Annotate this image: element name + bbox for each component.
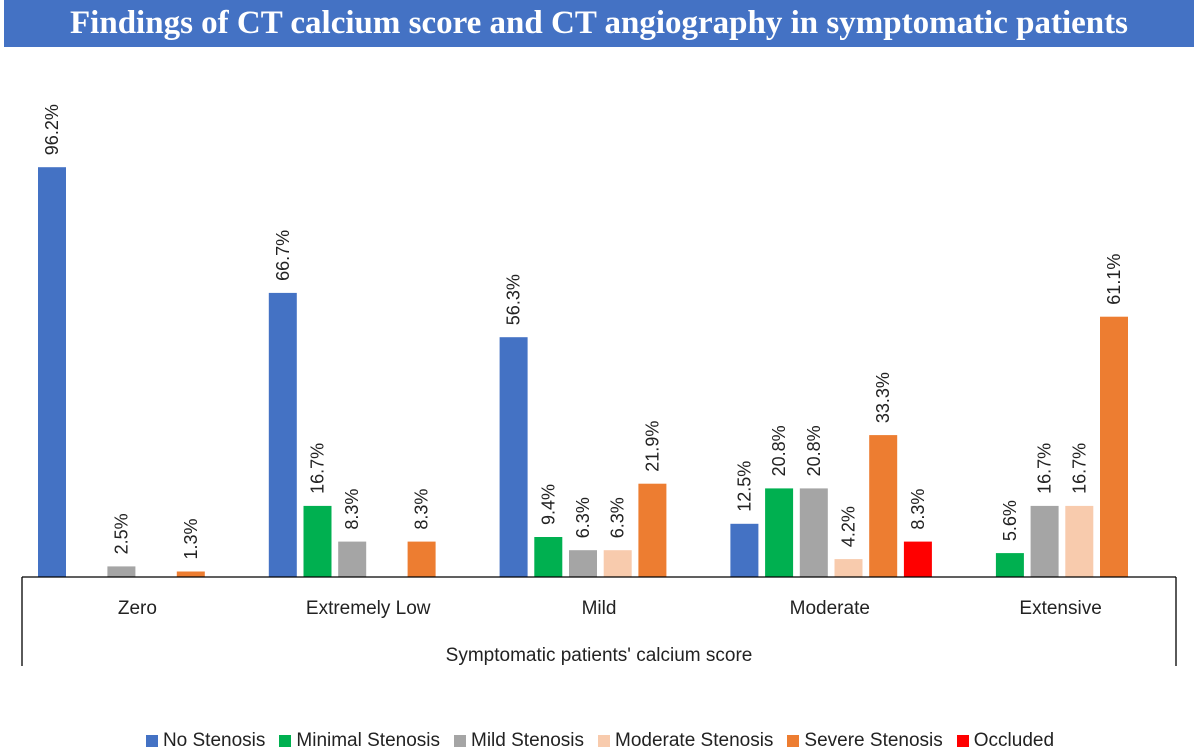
legend-swatch [279,735,292,747]
x-tick-label-mild: Mild [582,598,617,619]
data-label-extremely-low-severe-stenosis: 8.3% [412,489,432,530]
x-tick-label-extensive: Extensive [1019,598,1101,619]
data-label-mild-mild-stenosis: 6.3% [573,497,593,538]
bar-mild-no-stenosis [499,337,528,577]
x-axis-title: Symptomatic patients' calcium score [446,645,753,666]
legend: No Stenosis Minimal Stenosis Mild Stenosis… [0,728,1200,754]
data-label-mild-severe-stenosis: 21.9% [642,421,662,472]
bar-extensive-minimal-stenosis [995,553,1024,577]
bar-moderate-mild-stenosis [799,488,828,577]
bar-extensive-mild-stenosis [1030,505,1059,577]
data-label-moderate-minimal-stenosis: 20.8% [769,425,789,476]
legend-swatch [598,735,610,747]
legend-label: Occluded [973,730,1055,751]
bar-extremely-low-minimal-stenosis [303,505,332,577]
data-label-extensive-severe-stenosis: 61.1% [1104,254,1124,305]
legend-label: No Stenosis [162,730,266,751]
x-tick-label-extremely-low: Extremely Low [306,598,431,619]
bar-zero-severe-stenosis [176,571,205,577]
legend-item-moderate-stenosis: Moderate Stenosis [598,730,773,752]
legend-swatch [454,735,466,747]
bar-extensive-severe-stenosis [1100,316,1128,577]
bar-moderate-moderate-stenosis [834,559,863,577]
bar-mild-severe-stenosis [638,483,667,577]
data-label-mild-moderate-stenosis: 6.3% [608,497,628,538]
bar-extremely-low-no-stenosis [268,292,297,577]
data-label-zero-mild-stenosis: 2.5% [111,513,131,554]
category-axis: Zero Extremely Low Mild Moderate Extensive Sy… [21,576,1177,666]
data-label-moderate-mild-stenosis: 20.8% [804,425,824,476]
legend-swatch [787,735,800,747]
bar-moderate-severe-stenosis [869,435,898,577]
bar-moderate-occluded [903,541,932,577]
data-label-extremely-low-minimal-stenosis: 16.7% [308,443,328,494]
chart-plot-area: 96.2% 2.5% 1.3% 66.7% 16.7% 8.3% 8.3% 56.3% 9.4%… [21,104,1177,666]
bar-extremely-low-severe-stenosis [407,541,436,577]
bar-extensive-moderate-stenosis [1065,505,1094,577]
data-label-mild-minimal-stenosis: 9.4% [538,484,558,525]
legend-item-severe-stenosis: Severe Stenosis [787,730,943,752]
data-label-extremely-low-no-stenosis: 66.7% [273,230,293,281]
legend-label: Moderate Stenosis [615,730,774,751]
data-label-extensive-mild-stenosis: 16.7% [1035,443,1055,494]
legend-item-occluded: Occluded [956,730,1055,752]
data-label-zero-severe-stenosis: 1.3% [181,518,201,559]
data-labels-layer: 96.2% 2.5% 1.3% 66.7% 16.7% 8.3% 8.3% 56.3% 9.4%… [42,104,1124,559]
data-label-moderate-severe-stenosis: 33.3% [873,372,893,423]
data-label-extremely-low-mild-stenosis: 8.3% [342,489,362,530]
data-label-mild-no-stenosis: 56.3% [504,274,524,325]
data-label-moderate-no-stenosis: 12.5% [734,461,754,512]
x-tick-label-zero: Zero [118,598,157,619]
chart-title: Findings of CT calcium score and CT angi… [4,0,1194,47]
legend-item-mild-stenosis: Mild Stenosis [454,730,584,752]
legend-label: Minimal Stenosis [296,730,440,751]
legend-swatch [145,735,158,747]
legend-item-no-stenosis: No Stenosis [145,730,266,752]
legend-swatch [956,735,969,747]
data-label-zero-no-stenosis: 96.2% [42,104,62,155]
bar-mild-moderate-stenosis [603,550,632,577]
bar-zero-mild-stenosis [107,566,136,577]
data-label-moderate-moderate-stenosis: 4.2% [839,506,859,547]
legend-label: Mild Stenosis [471,730,584,751]
bar-extremely-low-mild-stenosis [338,541,367,577]
x-tick-label-moderate: Moderate [790,598,870,619]
bar-zero-no-stenosis [38,167,66,577]
data-label-extensive-moderate-stenosis: 16.7% [1069,443,1089,494]
legend-item-minimal-stenosis: Minimal Stenosis [279,730,440,752]
bar-moderate-minimal-stenosis [765,488,794,577]
data-label-extensive-minimal-stenosis: 5.6% [1000,500,1020,541]
data-label-moderate-occluded: 8.3% [908,489,928,530]
bar-moderate-no-stenosis [730,523,759,578]
bar-mild-minimal-stenosis [534,537,563,577]
bars-layer [38,167,1128,578]
bar-mild-mild-stenosis [569,550,597,577]
legend-label: Severe Stenosis [804,730,943,751]
